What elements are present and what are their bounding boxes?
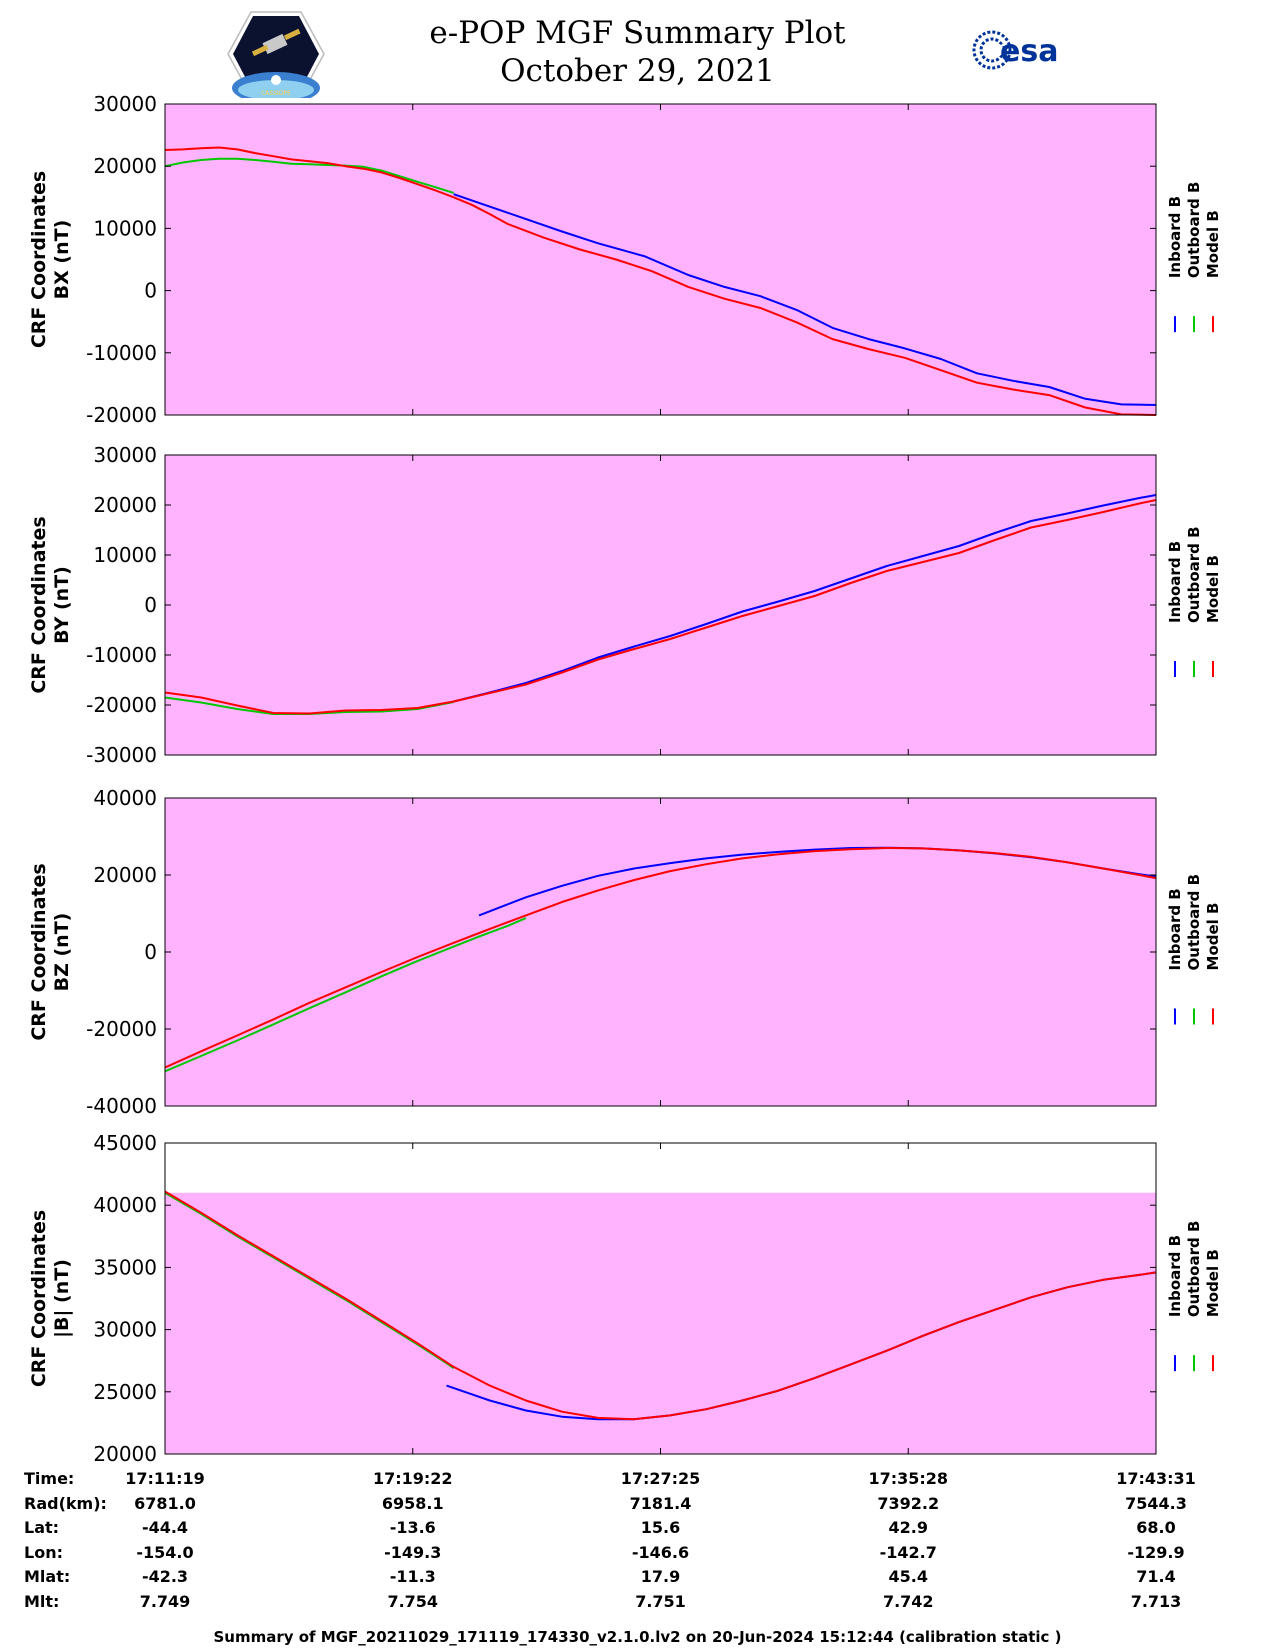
plot-title: e-POP MGF Summary Plot October 29, 2021 bbox=[0, 14, 1275, 90]
series-model-b bbox=[164, 499, 1157, 715]
y-tick-label: 30000 bbox=[93, 92, 157, 116]
summary-caption: Summary of MGF_20211029_171119_174330_v2… bbox=[213, 1628, 1062, 1646]
panel-3: -40000 -20000 0 20000 40000 CRF Coordinates BZ… bbox=[28, 786, 1222, 1118]
y-tick-label: 20000 bbox=[93, 493, 157, 517]
panel-1: -20000 -10000 0 10000 20000 30000 CRF Coordina… bbox=[28, 92, 1222, 427]
series-inboard-b bbox=[453, 193, 1157, 406]
y-axis-label-line-2: BZ (nT) bbox=[51, 913, 73, 992]
legend-label: Model B bbox=[1204, 555, 1222, 623]
y-tick-label: 0 bbox=[144, 593, 157, 617]
plot-background bbox=[165, 455, 1156, 755]
y-axis-label-line-1: CRF Coordinates bbox=[28, 1210, 50, 1387]
y-tick-label: -20000 bbox=[86, 1017, 157, 1041]
plot-background bbox=[165, 798, 1156, 1106]
y-tick-label: 40000 bbox=[93, 786, 157, 810]
y-tick-label: -20000 bbox=[86, 693, 157, 717]
legend-label: Inboard B bbox=[1166, 196, 1184, 278]
y-tick-label: 20000 bbox=[93, 1442, 157, 1466]
legend-label: Outboard B bbox=[1185, 874, 1203, 971]
esa-logo: esa bbox=[972, 30, 1058, 70]
cassiope-logo: CASSIOPE bbox=[227, 11, 325, 98]
y-tick-label: -30000 bbox=[86, 743, 157, 767]
series-inboard-b bbox=[453, 494, 1157, 703]
y-tick-label: 10000 bbox=[93, 543, 157, 567]
legend-label: Outboard B bbox=[1185, 1221, 1203, 1318]
svg-text:CASSIOPE: CASSIOPE bbox=[261, 90, 291, 97]
y-tick-label: 30000 bbox=[93, 443, 157, 467]
y-axis-label-line-1: CRF Coordinates bbox=[28, 863, 50, 1040]
panel-4: 20000 25000 30000 35000 40000 45000 CRF Coordi… bbox=[28, 1131, 1222, 1466]
y-tick-label: 40000 bbox=[93, 1193, 157, 1217]
y-tick-label: -40000 bbox=[86, 1094, 157, 1118]
legend-label: Model B bbox=[1204, 1249, 1222, 1317]
y-tick-label: 20000 bbox=[93, 863, 157, 887]
panel-2: -30000 -20000 -10000 0 10000 20000 30000 CRF Co… bbox=[28, 443, 1222, 767]
series-outboard-b bbox=[164, 157, 454, 194]
y-axis-label-line-2: BX (nT) bbox=[51, 220, 73, 300]
legend: Inboard B Outboard B Model B bbox=[1166, 874, 1222, 1025]
esa-logo-text: esa bbox=[1000, 34, 1058, 69]
y-tick-label: -10000 bbox=[86, 341, 157, 365]
series-model-b bbox=[164, 146, 1157, 416]
y-tick-label: 30000 bbox=[93, 1318, 157, 1342]
y-axis-label-line-2: BY (nT) bbox=[51, 566, 73, 644]
y-tick-label: 45000 bbox=[93, 1131, 157, 1155]
legend-label: Inboard B bbox=[1166, 541, 1184, 623]
y-axis-label-line-2: |B| (nT) bbox=[51, 1259, 73, 1338]
title-line-2: October 29, 2021 bbox=[500, 53, 775, 89]
legend: Inboard B Outboard B Model B bbox=[1166, 1221, 1222, 1372]
y-tick-label: -20000 bbox=[86, 403, 157, 427]
legend: Inboard B Outboard B Model B bbox=[1166, 182, 1222, 333]
legend-label: Inboard B bbox=[1166, 1235, 1184, 1317]
y-axis-label-line-1: CRF Coordinates bbox=[28, 516, 50, 693]
title-line-1: e-POP MGF Summary Plot bbox=[429, 15, 846, 51]
y-tick-label: -10000 bbox=[86, 643, 157, 667]
y-tick-label: 0 bbox=[144, 940, 157, 964]
y-tick-label: 25000 bbox=[93, 1380, 157, 1404]
legend-label: Model B bbox=[1204, 903, 1222, 971]
legend-label: Inboard B bbox=[1166, 888, 1184, 970]
y-tick-label: 20000 bbox=[93, 154, 157, 178]
legend-label: Model B bbox=[1204, 210, 1222, 278]
y-tick-label: 35000 bbox=[93, 1255, 157, 1279]
y-tick-label: 10000 bbox=[93, 216, 157, 240]
plot-background bbox=[165, 1192, 1156, 1454]
legend-label: Outboard B bbox=[1185, 182, 1203, 279]
y-tick-label: 0 bbox=[144, 279, 157, 303]
series-outboard-b bbox=[164, 917, 527, 1073]
y-axis-label-line-1: CRF Coordinates bbox=[28, 171, 50, 348]
series-model-b bbox=[164, 847, 1157, 1069]
legend: Inboard B Outboard B Model B bbox=[1166, 526, 1222, 677]
legend-label: Outboard B bbox=[1185, 526, 1203, 623]
series-model-b bbox=[164, 1190, 1157, 1421]
plot-background bbox=[165, 104, 1156, 415]
